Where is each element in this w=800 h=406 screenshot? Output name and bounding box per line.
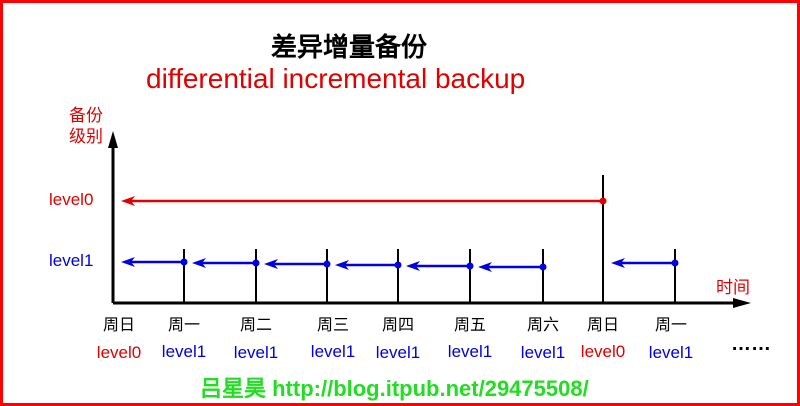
level1-backup-arrow-dot	[252, 259, 260, 267]
timeline-svg	[108, 131, 751, 308]
level1-backup-arrow-dot	[394, 261, 402, 269]
x-axis-arrowhead	[733, 298, 751, 308]
level1-backup-arrow-dot	[180, 258, 188, 266]
day-label: 周日	[102, 317, 136, 334]
day-label: 周一	[654, 317, 688, 334]
level1-backup-arrow-dot	[466, 262, 474, 270]
ellipsis: ……	[731, 333, 771, 355]
day-label: 周四	[381, 317, 415, 334]
footer-credit: 吕星昊 http://blog.itpub.net/29475508/	[200, 376, 589, 401]
day-level-label: level1	[233, 343, 279, 362]
subtitle: differential incremental backup	[146, 63, 526, 94]
level1-backup-arrow-head	[264, 259, 278, 269]
level1-backup-arrow-head	[192, 258, 206, 268]
day-level-label: level1	[520, 343, 566, 362]
y-axis-arrowhead	[108, 131, 118, 148]
y-level-label-level1: level1	[49, 251, 94, 270]
day-label: 周二	[239, 317, 273, 334]
y-level-label-level0: level0	[49, 190, 94, 209]
day-level-label: level1	[648, 343, 694, 362]
day-label: 周一	[167, 317, 201, 334]
level1-backup-arrow-head	[611, 258, 625, 268]
day-label: 周六	[526, 317, 560, 334]
level1-backup-arrow-head	[335, 260, 349, 270]
level1-backup-arrow-dot	[539, 263, 547, 271]
day-level-label: level0	[96, 343, 142, 362]
level1-backup-arrow-dot	[671, 259, 679, 267]
level1-backup-arrow-head	[478, 262, 492, 272]
day-level-label: level1	[161, 342, 207, 361]
day-level-label: level1	[310, 342, 356, 361]
day-label: 周日	[586, 317, 620, 334]
level1-backup-arrow-dot	[323, 260, 331, 268]
title: 差异增量备份	[271, 32, 428, 62]
level1-backup-arrow-head	[121, 257, 135, 267]
x-axis-label: 时间	[716, 278, 750, 297]
day-label: 周三	[316, 317, 350, 334]
day-level-label: level1	[375, 343, 421, 362]
y-axis-label: 备份级别	[69, 106, 103, 146]
day-level-label: level1	[447, 342, 493, 361]
level0-backup-arrow-head	[121, 196, 135, 206]
level0-backup-arrow-dot	[599, 197, 607, 205]
day-level-label: level0	[580, 342, 626, 361]
day-label: 周五	[453, 317, 487, 334]
level1-backup-arrow-head	[406, 261, 420, 271]
